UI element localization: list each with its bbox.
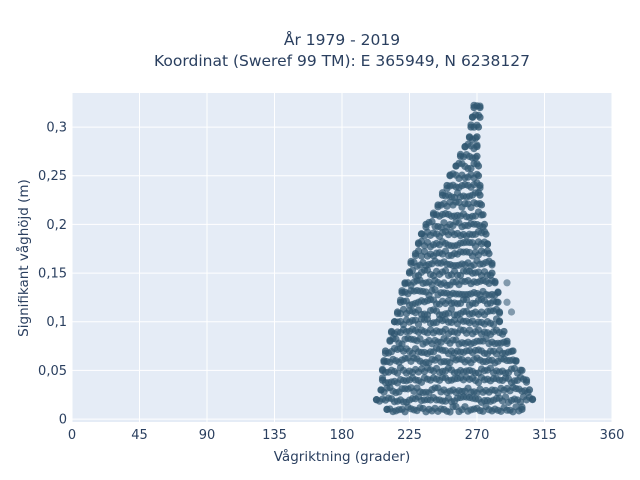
x-tick-label: 270	[465, 428, 490, 443]
y-tick-label: 0,25	[38, 169, 67, 184]
data-point	[456, 152, 465, 160]
data-point	[474, 172, 483, 180]
data-point	[393, 369, 402, 377]
data-point	[476, 113, 484, 121]
data-point	[381, 347, 390, 355]
x-tick-label: 225	[397, 428, 422, 443]
x-gridlines	[71, 93, 613, 422]
data-point	[494, 288, 502, 297]
data-point	[461, 142, 469, 151]
data-point	[396, 298, 405, 306]
y-tick-label: 0,05	[38, 364, 67, 379]
data-point	[411, 250, 420, 258]
data-point	[477, 201, 486, 209]
data-point	[507, 308, 516, 316]
data-point	[474, 162, 483, 170]
data-point	[479, 211, 487, 219]
data-point	[483, 240, 492, 248]
data-point	[500, 327, 508, 336]
y-tick-label: 0	[59, 413, 67, 428]
data-point	[503, 279, 511, 287]
x-tick-label: 360	[600, 428, 625, 443]
data-point	[378, 376, 387, 384]
data-point	[525, 386, 534, 394]
data-point	[443, 181, 451, 190]
data-point	[378, 366, 387, 375]
data-point	[434, 201, 442, 209]
y-tick-label: 0,2	[46, 218, 67, 233]
x-tick-label: 0	[68, 428, 76, 443]
data-point	[512, 357, 520, 365]
data-point	[401, 279, 409, 287]
x-tick-label: 135	[262, 428, 287, 443]
data-point	[476, 191, 484, 199]
data-point	[383, 405, 391, 413]
y-axis-label: Signifikant våghöjd (m)	[15, 179, 32, 337]
data-point	[488, 259, 496, 267]
x-tick-label: 315	[532, 428, 557, 443]
data-point	[473, 142, 481, 151]
data-point	[470, 104, 478, 112]
data-point	[473, 152, 481, 160]
data-point	[407, 259, 415, 267]
data-point	[380, 357, 388, 365]
data-point	[518, 366, 526, 375]
data-point	[476, 181, 484, 190]
data-point	[468, 113, 477, 121]
data-point	[489, 321, 498, 329]
data-point	[501, 393, 510, 401]
data-point	[387, 327, 396, 336]
y-tick-label: 0,15	[38, 267, 67, 282]
x-axis-label: Vågriktning (grader)	[274, 448, 411, 465]
data-point	[386, 337, 394, 345]
data-point	[485, 250, 493, 258]
data-point	[516, 398, 525, 406]
y-tick-label: 0,3	[46, 121, 67, 136]
data-point	[474, 379, 483, 387]
data-point	[416, 335, 424, 343]
data-point	[518, 405, 526, 413]
data-point	[446, 172, 454, 180]
chart-title-line-2: Koordinat (Sweref 99 TM): E 365949, N 62…	[154, 52, 530, 70]
data-point	[398, 288, 406, 297]
data-point	[480, 220, 489, 229]
data-point	[372, 396, 381, 404]
data-point	[494, 298, 502, 306]
data-point	[465, 133, 474, 141]
data-point	[417, 230, 426, 238]
data-point	[474, 123, 483, 131]
data-point	[405, 269, 414, 277]
data-point	[390, 318, 399, 326]
y-tick-label: 0,1	[46, 315, 67, 330]
data-point	[495, 308, 504, 316]
data-point	[503, 298, 511, 306]
data-point	[488, 269, 496, 277]
data-point	[503, 337, 511, 345]
data-point	[522, 376, 531, 384]
data-point	[476, 104, 484, 112]
y-tick-labels: 0 0,05 0,1 0,15 0,2 0,25 0,3	[38, 121, 67, 428]
data-point	[377, 386, 385, 394]
data-point	[414, 240, 423, 248]
data-point	[491, 279, 499, 287]
data-point	[452, 162, 460, 170]
x-tick-label: 45	[131, 428, 148, 443]
data-point	[447, 305, 456, 313]
data-point	[467, 123, 475, 131]
data-point	[473, 133, 481, 141]
data-point	[528, 396, 537, 404]
data-point	[438, 191, 447, 199]
x-tick-labels: 0 45 90 135 180 225 270 315 360	[68, 428, 625, 443]
data-point	[429, 211, 438, 219]
data-point	[393, 308, 402, 316]
data-point	[422, 220, 430, 229]
data-point	[509, 347, 517, 355]
data-point	[482, 230, 490, 238]
data-point	[495, 318, 504, 326]
x-tick-label: 180	[330, 428, 355, 443]
data-points	[372, 101, 537, 416]
x-tick-label: 90	[199, 428, 216, 443]
chart-title-line-1: År 1979 - 2019	[284, 30, 400, 49]
